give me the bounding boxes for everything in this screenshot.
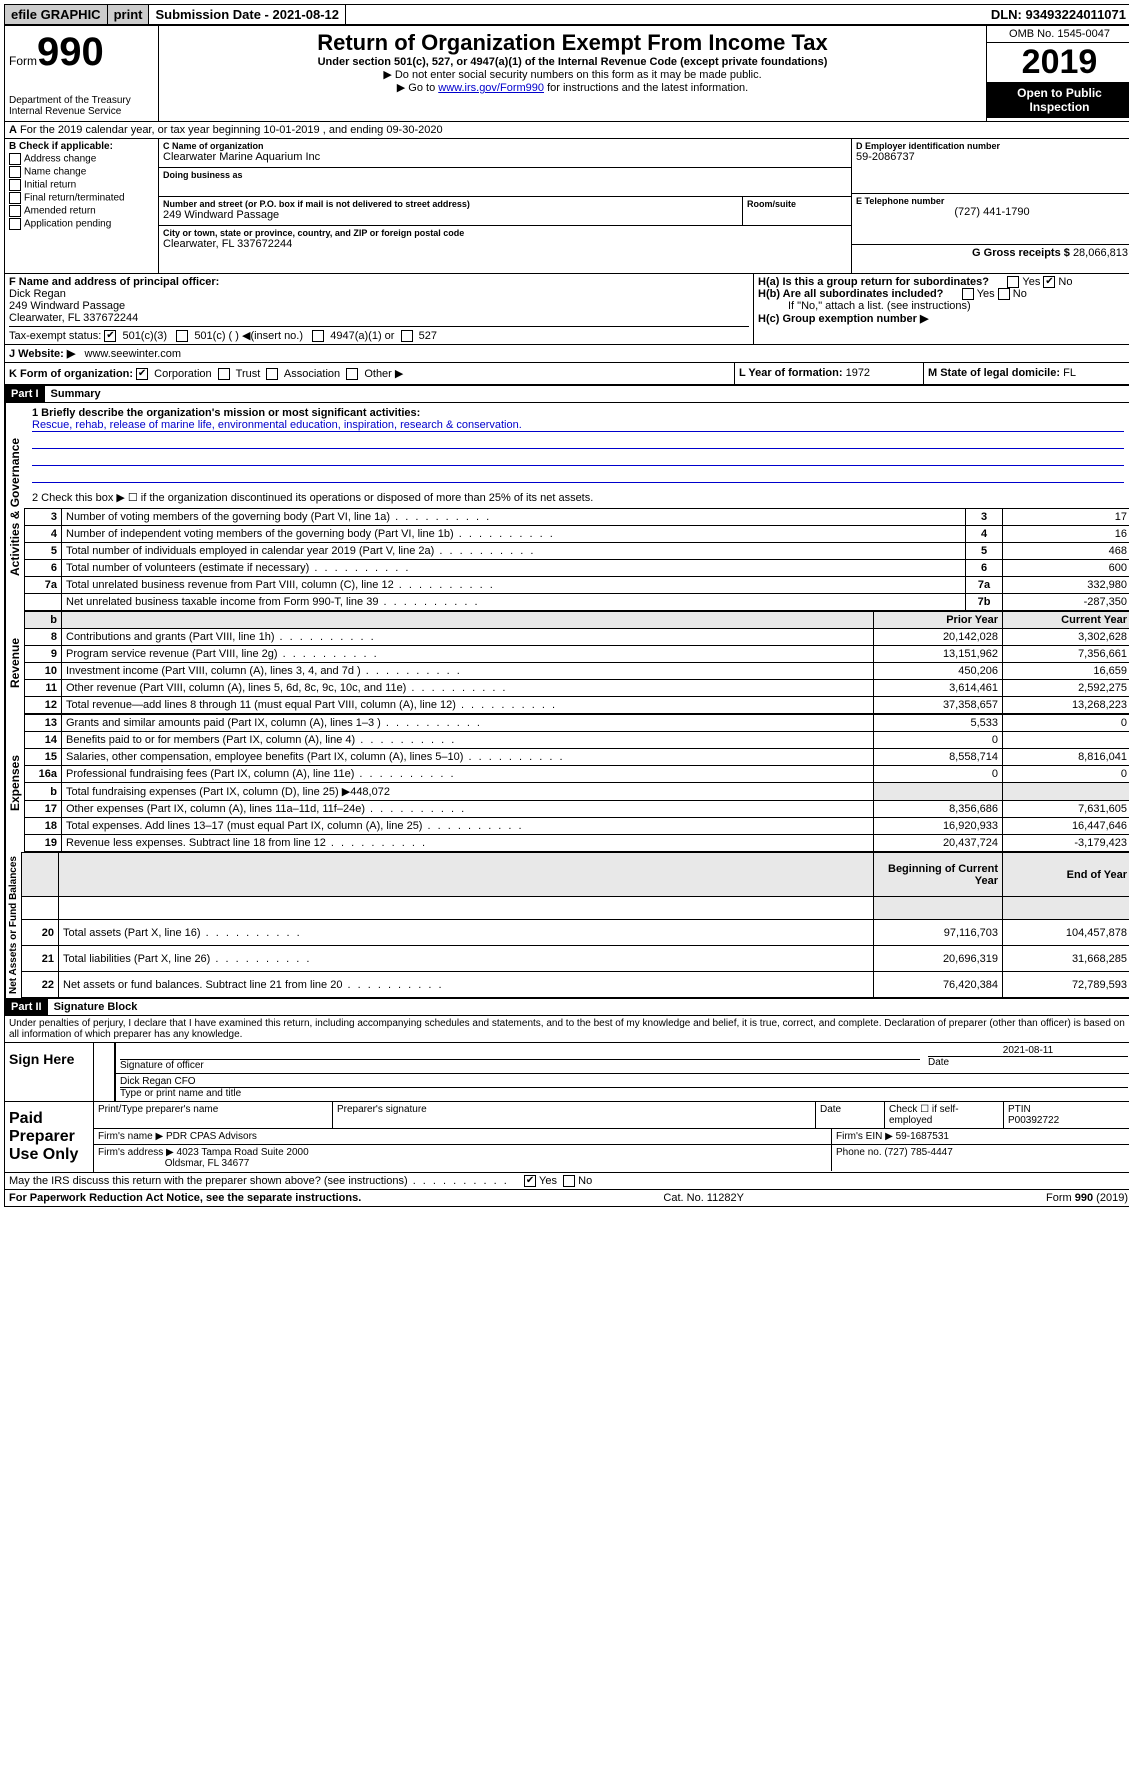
table-row: 5Total number of individuals employed in… <box>25 543 1129 560</box>
city-cell: City or town, state or province, country… <box>159 226 851 254</box>
table-row: 12Total revenue—add lines 8 through 11 (… <box>25 697 1129 714</box>
501c-checkbox[interactable] <box>176 330 188 342</box>
dln-label: DLN: 93493224011071 <box>985 5 1129 24</box>
form-container: Form990 Department of the Treasury Inter… <box>4 25 1129 1207</box>
table-row: 13Grants and similar amounts paid (Part … <box>25 715 1129 732</box>
section-k: K Form of organization: Corporation Trus… <box>5 363 734 384</box>
expenses-table: 13Grants and similar amounts paid (Part … <box>24 714 1129 852</box>
mission-text: Rescue, rehab, release of marine life, e… <box>32 419 1124 432</box>
expenses-vert-label: Expenses <box>5 714 24 852</box>
table-row: 14Benefits paid to or for members (Part … <box>25 732 1129 749</box>
table-row: 8Contributions and grants (Part VIII, li… <box>25 629 1129 646</box>
form-number: 990 <box>37 30 104 74</box>
ein-cell: D Employer identification number 59-2086… <box>852 139 1129 194</box>
netassets-table: Beginning of Current YearEnd of Year20To… <box>21 852 1129 998</box>
ssn-note: Do not enter social security numbers on … <box>163 68 982 81</box>
table-row: 21Total liabilities (Part X, line 26)20,… <box>22 946 1129 972</box>
room-cell: Room/suite <box>742 197 851 226</box>
paid-preparer-block: Paid Preparer Use Only Print/Type prepar… <box>5 1101 1129 1172</box>
corp-checkbox[interactable] <box>136 368 148 380</box>
submission-date: Submission Date - 2021-08-12 <box>149 5 346 24</box>
table-row: 7aTotal unrelated business revenue from … <box>25 577 1129 594</box>
gross-receipts: 28,066,813 <box>1073 247 1128 259</box>
part-i-header: Part I Summary <box>5 385 1129 403</box>
ein-value: 59-2086737 <box>856 151 1128 163</box>
omb-number: OMB No. 1545-0047 <box>987 26 1129 43</box>
tax-exempt-row: Tax-exempt status: 501(c)(3) 501(c) ( ) … <box>9 326 749 342</box>
org-name-cell: C Name of organization Clearwater Marine… <box>159 139 851 168</box>
dba-cell: Doing business as <box>159 168 851 197</box>
form-title: Return of Organization Exempt From Incom… <box>163 30 982 56</box>
footer: For Paperwork Reduction Act Notice, see … <box>5 1189 1129 1206</box>
table-row: 9Program service revenue (Part VIII, lin… <box>25 646 1129 663</box>
dept-label: Department of the Treasury Internal Reve… <box>9 95 154 117</box>
table-row: 22Net assets or fund balances. Subtract … <box>22 972 1129 998</box>
table-row: 19Revenue less expenses. Subtract line 1… <box>25 835 1129 852</box>
efile-button[interactable]: efile GRAPHIC <box>5 5 108 24</box>
table-row: 17Other expenses (Part IX, column (A), l… <box>25 801 1129 818</box>
form-word: Form <box>9 54 37 68</box>
table-row: 20Total assets (Part X, line 16)97,116,7… <box>22 920 1129 946</box>
form-subtitle: Under section 501(c), 527, or 4947(a)(1)… <box>163 56 982 68</box>
discuss-no[interactable] <box>563 1175 575 1187</box>
goto-note: Go to www.irs.gov/Form990 for instructio… <box>163 81 982 94</box>
table-row: 15Salaries, other compensation, employee… <box>25 749 1129 766</box>
activities-table: 3Number of voting members of the governi… <box>24 508 1129 611</box>
table-row: 16aProfessional fundraising fees (Part I… <box>25 766 1129 783</box>
501c3-checkbox[interactable] <box>104 330 116 342</box>
section-h: H(a) Is this a group return for subordin… <box>754 274 1129 344</box>
website-value: www.seewinter.com <box>85 348 182 360</box>
top-toolbar: efile GRAPHIC print Submission Date - 20… <box>4 4 1129 25</box>
phone-value: (727) 441-1790 <box>856 206 1128 218</box>
tax-year: 2019 <box>987 43 1129 82</box>
table-row: 6Total number of volunteers (estimate if… <box>25 560 1129 577</box>
section-b: B Check if applicable: Address change Na… <box>5 139 159 273</box>
table-row: 10Investment income (Part VIII, column (… <box>25 663 1129 680</box>
street-cell: Number and street (or P.O. box if mail i… <box>159 197 742 226</box>
section-l: L Year of formation: 1972 <box>734 363 923 384</box>
discuss-yes[interactable] <box>524 1175 536 1187</box>
table-row: Net unrelated business taxable income fr… <box>25 594 1129 611</box>
phone-cell: E Telephone number (727) 441-1790 <box>852 194 1129 245</box>
irs-link[interactable]: www.irs.gov/Form990 <box>438 82 544 94</box>
open-inspection: Open to Public Inspection <box>987 82 1129 118</box>
activities-vert-label: Activities & Governance <box>5 403 24 611</box>
table-row: 18Total expenses. Add lines 13–17 (must … <box>25 818 1129 835</box>
form-header: Form990 Department of the Treasury Inter… <box>5 26 1129 122</box>
website-row: J Website: ▶ www.seewinter.com <box>5 345 1129 363</box>
discuss-row: May the IRS discuss this return with the… <box>5 1172 1129 1189</box>
table-row: 11Other revenue (Part VIII, column (A), … <box>25 680 1129 697</box>
print-button[interactable]: print <box>108 5 150 24</box>
mission-block: 1 Briefly describe the organization's mi… <box>24 403 1129 508</box>
section-f: F Name and address of principal officer:… <box>5 274 754 344</box>
part-ii-header: Part II Signature Block <box>5 998 1129 1016</box>
org-name: Clearwater Marine Aquarium Inc <box>163 151 847 163</box>
table-row: 3Number of voting members of the governi… <box>25 509 1129 526</box>
4947-checkbox[interactable] <box>312 330 324 342</box>
perjury-text: Under penalties of perjury, I declare th… <box>5 1016 1129 1042</box>
section-m: M State of legal domicile: FL <box>923 363 1129 384</box>
revenue-table: bPrior YearCurrent Year8Contributions an… <box>24 611 1129 714</box>
gross-receipts-cell: G Gross receipts $ 28,066,813 <box>852 245 1129 273</box>
row-a-tax-year: A For the 2019 calendar year, or tax yea… <box>5 122 1129 139</box>
table-row: 4Number of independent voting members of… <box>25 526 1129 543</box>
netassets-vert-label: Net Assets or Fund Balances <box>5 852 21 998</box>
revenue-vert-label: Revenue <box>5 611 24 714</box>
sign-here-block: Sign Here Signature of officer 2021-08-1… <box>5 1042 1129 1101</box>
527-checkbox[interactable] <box>401 330 413 342</box>
